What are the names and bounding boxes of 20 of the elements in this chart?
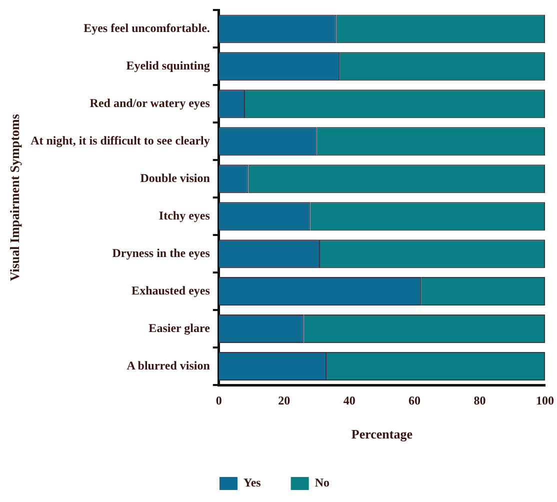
y-axis-title: Visual Impairment Symptoms: [7, 114, 22, 282]
y-tick-label: Double vision: [140, 170, 210, 185]
x-tick-label: 60: [408, 393, 421, 408]
x-tick-label: 0: [216, 393, 222, 408]
y-tick-label: Easier glare: [148, 320, 211, 335]
y-tick-label: At night, it is difficult to see clearly: [30, 133, 210, 148]
y-tick-label: Itchy eyes: [158, 208, 210, 222]
x-axis-title: Percentage: [351, 426, 413, 442]
y-tick-label: Dryness in the eyes: [112, 246, 210, 260]
x-tick-label: 40: [343, 393, 356, 408]
y-tick-label: Eyelid squinting: [126, 58, 210, 73]
y-tick-label: Exhausted eyes: [132, 283, 210, 298]
y-tick-label: Eyes feel uncomfortable.: [84, 21, 210, 36]
x-tick-label: 80: [474, 393, 486, 408]
legend-label: No: [314, 476, 330, 490]
y-tick-label: A blurred vision: [126, 358, 210, 372]
x-tick-label: 100: [536, 393, 554, 408]
legend-label: Yes: [244, 476, 262, 490]
x-tick-label: 20: [278, 393, 290, 408]
y-tick-label: Red and/or watery eyes: [90, 96, 210, 110]
